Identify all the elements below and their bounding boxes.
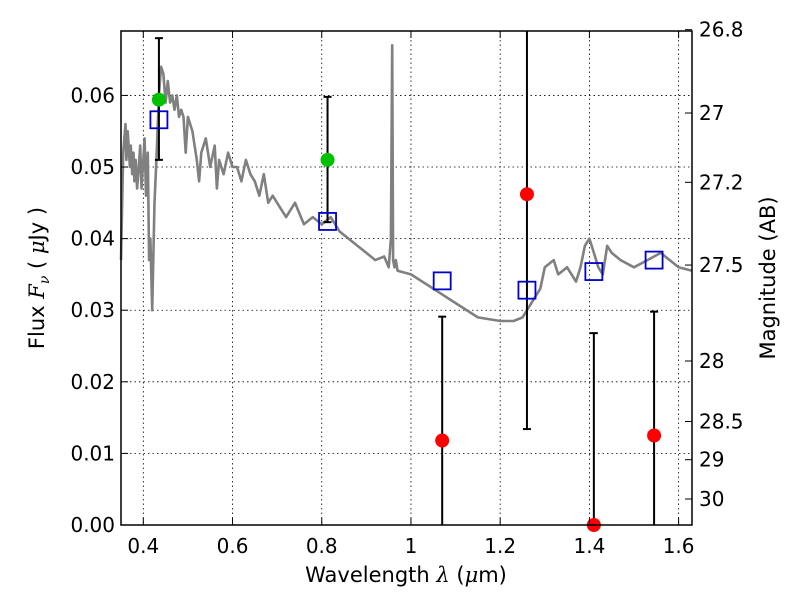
nondetection-point [519, 187, 534, 202]
model-sed-line [119, 44, 693, 323]
y-tick-label: 0.04 [70, 227, 115, 251]
y2-tick-label: 28 [699, 349, 724, 373]
y2-tick-label: 26.8 [699, 18, 744, 42]
detection-point [320, 152, 335, 167]
y2-tick-label: 29 [699, 448, 724, 472]
model-band-square [149, 110, 169, 130]
y-tick-label: 0.02 [70, 370, 115, 394]
plot-frame [120, 30, 693, 526]
data-points-layer [149, 31, 664, 532]
model-sed-layer [119, 44, 693, 323]
model-band-square [517, 280, 537, 300]
y2-tick-label: 27.2 [699, 170, 744, 194]
y-tick-label: 0.05 [70, 155, 115, 179]
x-tick-label: 1 [405, 534, 418, 558]
model-band-square [318, 212, 337, 231]
model-band-square [432, 271, 452, 291]
nondetection-point [435, 433, 450, 448]
y2-tick-label: 30 [699, 487, 724, 511]
nondetection-point [647, 428, 662, 443]
x-tick-label: 1.2 [484, 534, 516, 558]
y2-axis-title: Magnitude (AB) [756, 196, 780, 359]
y2-tick-label: 27.5 [699, 253, 744, 277]
x-axis-title: Wavelength λ (μm) [305, 563, 507, 587]
model-band-square [584, 262, 604, 281]
y2-tick-label: 27 [699, 101, 724, 125]
axis-ticks: 0.4 0.6 0.8 1 1.2 1.4 1.6 0.00 0.01 0.02 0.03 0.04 0… [70, 18, 743, 558]
model-band-square [644, 250, 664, 270]
y-tick-label: 0.00 [70, 513, 115, 537]
x-axis-symbol: λ [435, 563, 449, 587]
y2-tick-label: 28.5 [699, 410, 744, 434]
y-axis-title: Flux Fν ( μJy ) [25, 207, 53, 349]
x-tick-label: 0.4 [127, 534, 159, 558]
detection-point [151, 92, 166, 107]
grid-lines [121, 31, 692, 525]
x-tick-label: 0.8 [306, 534, 338, 558]
x-tick-label: 0.6 [217, 534, 249, 558]
y-tick-label: 0.01 [70, 441, 115, 465]
x-tick-label: 1.4 [573, 534, 605, 558]
y-tick-label: 0.06 [70, 83, 115, 107]
x-tick-label: 1.6 [663, 534, 695, 558]
y-tick-label: 0.03 [70, 298, 115, 322]
